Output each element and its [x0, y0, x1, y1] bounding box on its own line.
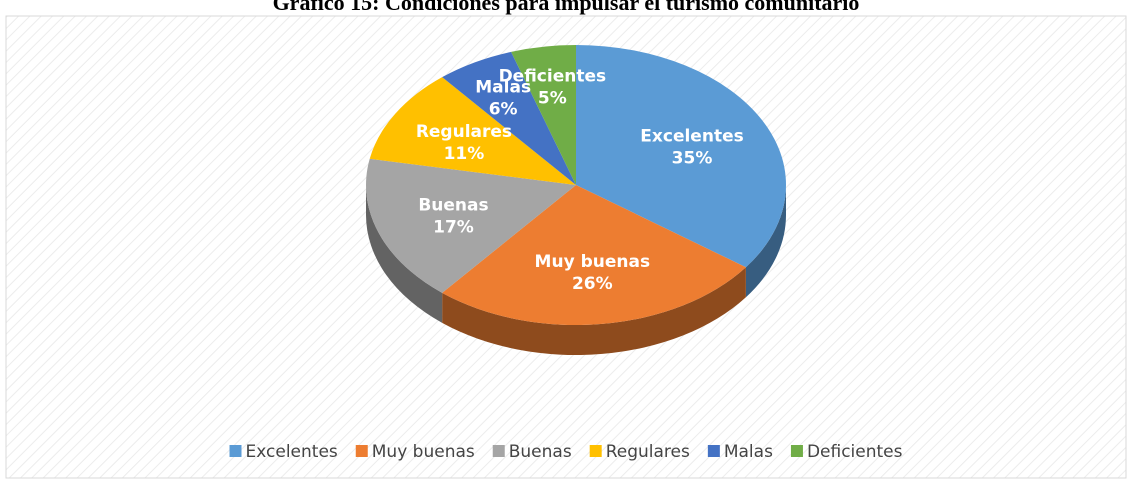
data-label-category: Regulares [416, 122, 512, 142]
data-label: Buenas 17% [418, 195, 488, 237]
legend-label: Buenas [509, 442, 572, 462]
pie-slice [576, 45, 786, 268]
data-label: Deficientes 5% [499, 66, 607, 108]
data-label-value: 17% [433, 217, 474, 237]
data-label-value: 5% [538, 88, 567, 108]
legend-swatch [355, 445, 368, 457]
pie-side [442, 267, 746, 355]
data-label: Regulares 11% [416, 122, 512, 164]
legend: Excelentes Muy buenas Buenas Regulares Malas… [229, 442, 903, 462]
data-label-value: 6% [489, 100, 518, 120]
data-label: Malas 6% [475, 78, 531, 120]
legend-swatch [589, 445, 602, 457]
data-label-category: Excelentes [640, 127, 743, 147]
data-label-category: Buenas [418, 195, 488, 215]
legend-label: Malas [724, 442, 773, 462]
data-label-category: Muy buenas [535, 252, 651, 272]
data-label-category: Deficientes [499, 66, 607, 86]
pie-side [366, 185, 443, 323]
pie-slice [511, 45, 576, 185]
data-label-value: 26% [572, 274, 613, 294]
legend-label: Deficientes [807, 442, 903, 462]
legend-label: Regulares [606, 442, 690, 462]
legend-swatch [492, 445, 505, 457]
pie-side [745, 185, 786, 298]
data-label-value: 35% [672, 149, 713, 169]
pie-slice [442, 51, 576, 186]
legend-swatch [229, 445, 242, 457]
data-label-value: 11% [444, 144, 485, 164]
legend-label: Muy buenas [372, 442, 475, 462]
pie-slice [369, 77, 576, 185]
legend-swatch [790, 445, 803, 457]
chart-title: Gráfico 15: Condiciones para impulsar el… [273, 0, 860, 15]
data-label: Muy buenas 26% [535, 252, 651, 294]
pie-slice [365, 158, 576, 293]
legend-swatch [707, 445, 720, 457]
data-label-category: Malas [475, 78, 531, 98]
legend-label: Excelentes [246, 442, 338, 462]
pie-slice [442, 185, 746, 326]
data-label: Excelentes 35% [640, 127, 743, 169]
